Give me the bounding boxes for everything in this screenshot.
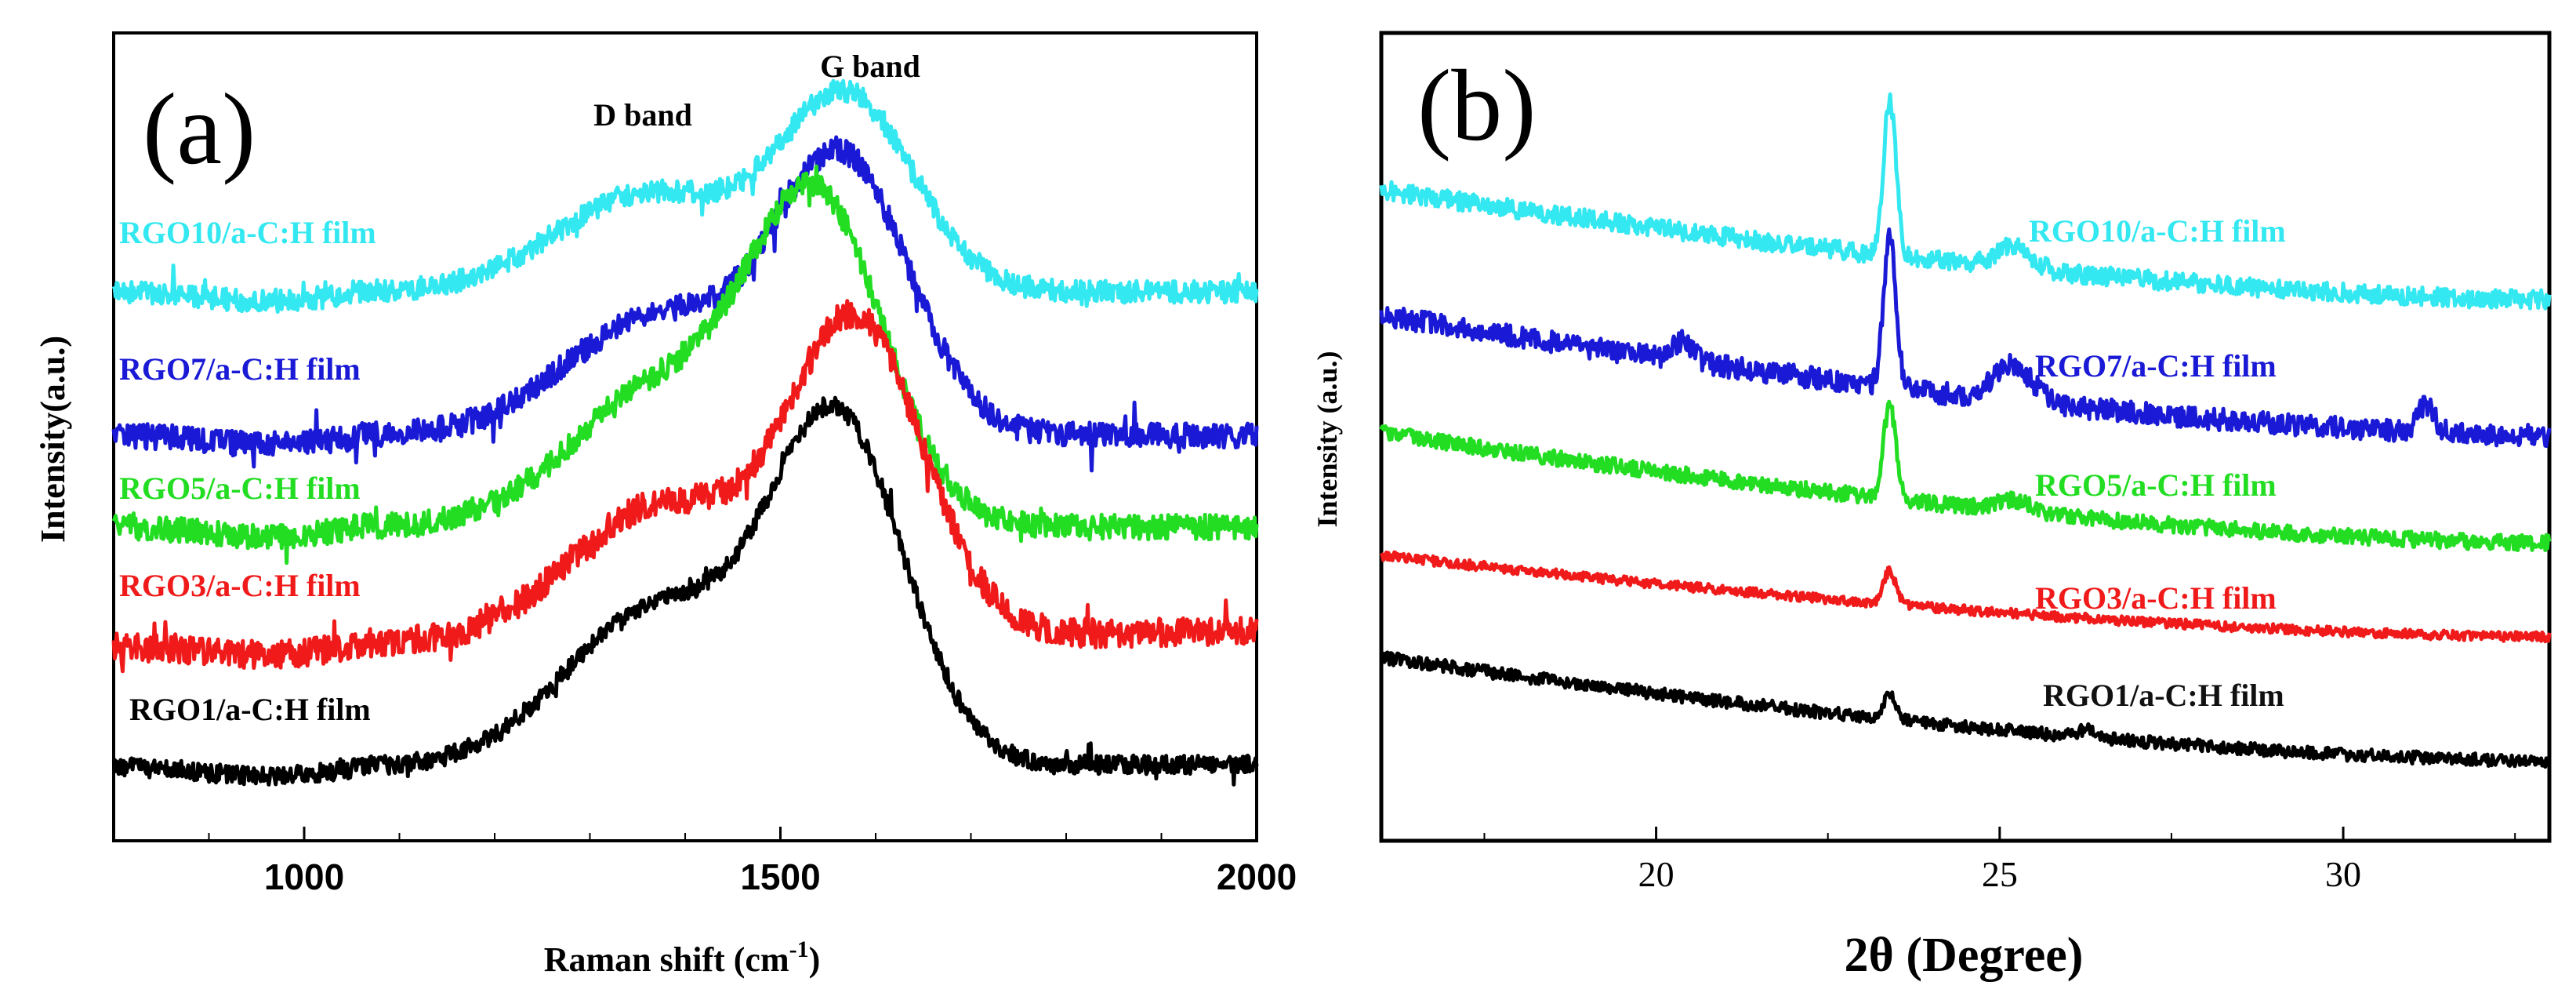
raman-series-line [111,299,1259,674]
xrd-y-axis-title: Intensity (a.u.) [1312,351,1343,527]
xrd-series-line [1379,227,2552,449]
raman-legend-rgo3: RGO3/a-C:H film [119,568,361,603]
xrd-legend-rgo3: RGO3/a-C:H film [2035,580,2277,616]
raman-panel-label: (a) [143,73,256,186]
raman-legend-rgo1: RGO1/a-C:H film [129,692,371,727]
xrd-panel: (b) 20 25 30 RGO10/a-C:H film RGO7/a-C:H f… [1312,31,2552,982]
raman-series-line [111,395,1259,787]
raman-legend-rgo7: RGO7/a-C:H film [119,351,361,387]
xrd-series-line [1379,92,2552,311]
d-band-annotation: D band [593,97,692,133]
raman-x-axis-title: Raman shift (cm-1) [544,936,821,979]
raman-curves [111,78,1259,787]
raman-series-line [111,164,1259,565]
raman-x-tick-label: 2000 [1217,856,1297,897]
xrd-legend-rgo5: RGO5/a-C:H film [2035,467,2277,503]
xrd-x-tick-label: 20 [1638,854,1674,894]
xrd-series-line [1379,399,2552,552]
xrd-legend-rgo7: RGO7/a-C:H film [2035,348,2277,384]
raman-legend-rgo5: RGO5/a-C:H film [119,471,361,506]
raman-series-line [111,78,1259,314]
raman-x-ticks: 1000 1500 2000 [208,827,1297,897]
raman-legend-rgo10: RGO10/a-C:H film [119,215,376,250]
raman-x-tick-label: 1500 [740,856,820,897]
xrd-x-tick-label: 25 [1982,854,2018,894]
xrd-legend-rgo1: RGO1/a-C:H film [2043,678,2284,713]
xrd-curves [1379,92,2552,769]
xrd-series-line [1379,650,2552,769]
raman-panel: (a) 1000 1500 2000 D band G band RGO10/a-C… [34,31,1297,979]
raman-series-line [111,135,1259,473]
raman-y-axis-title: Intensity(a.u.) [34,336,72,543]
xrd-x-tick-label: 30 [2325,854,2361,894]
g-band-annotation: G band [820,49,920,84]
xrd-x-ticks: 20 25 30 [1483,827,2516,894]
xrd-legend-rgo10: RGO10/a-C:H film [2029,213,2286,249]
xrd-panel-label: (b) [1417,49,1537,162]
xrd-x-axis-title: 2θ (Degree) [1845,929,2084,982]
raman-x-tick-label: 1000 [264,856,344,897]
xrd-series-line [1379,550,2552,644]
